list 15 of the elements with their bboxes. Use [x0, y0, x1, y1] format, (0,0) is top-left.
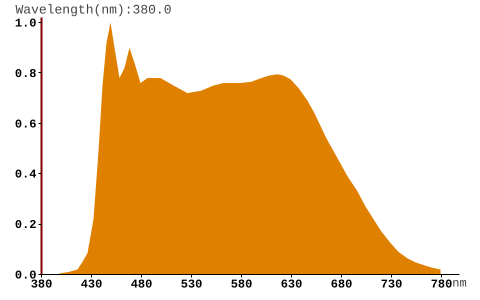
x-tick-label: 680 [330, 278, 352, 292]
x-tick-label: 730 [380, 278, 402, 292]
x-axis-title: nm [452, 276, 467, 290]
y-tick-label: 0.2 [14, 218, 37, 232]
y-tick-label: 0.8 [14, 66, 37, 81]
y-tick-label: 0.4 [14, 168, 37, 182]
x-tick-label: 580 [230, 278, 252, 292]
x-tick-label: 530 [180, 278, 202, 292]
chart-title: Wavelength(nm):380.0 [16, 2, 172, 18]
x-tick-label: 780 [430, 278, 452, 292]
y-tick-label: 0.6 [14, 117, 37, 132]
x-tick-label: 630 [280, 278, 302, 292]
x-tick-label: 480 [130, 278, 152, 292]
y-tick-label: 1.0 [14, 16, 37, 31]
x-tick-label: 430 [80, 278, 102, 292]
